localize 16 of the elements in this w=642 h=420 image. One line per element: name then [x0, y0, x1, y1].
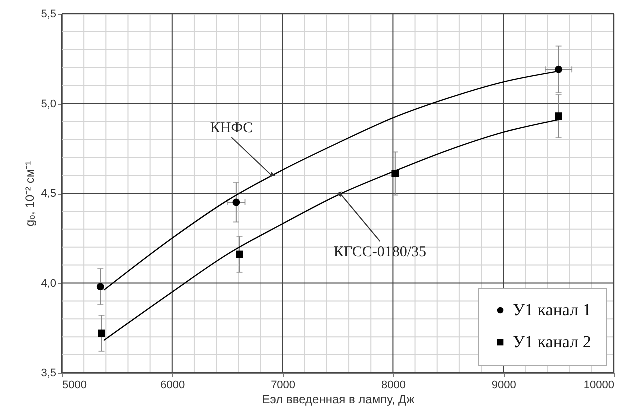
y-tick-label: 5,0 [41, 98, 56, 110]
x-tick-label: 6000 [160, 380, 186, 392]
x-tick-label: 9000 [492, 380, 516, 392]
x-tick-label: 8000 [381, 380, 406, 392]
y-tick-label: 3,5 [41, 368, 56, 380]
y-tick-label: 5,5 [41, 8, 56, 20]
annotation: КНФС [210, 120, 254, 137]
x-axis-title: Eэл введенная в лампу, Дж [262, 392, 415, 406]
x-tick-label: 7000 [271, 380, 296, 392]
y-axis-title: g₀, 10⁻² см⁻¹ [23, 161, 38, 227]
legend-label: У1 канал 2 [513, 332, 592, 352]
x-tick-label: 10000 [584, 380, 614, 392]
legend-label: У1 канал 1 [513, 300, 592, 320]
y-tick-label: 4,0 [41, 278, 56, 290]
x-tick-label: 5000 [62, 380, 87, 392]
y-tick-label: 4,5 [41, 188, 56, 200]
